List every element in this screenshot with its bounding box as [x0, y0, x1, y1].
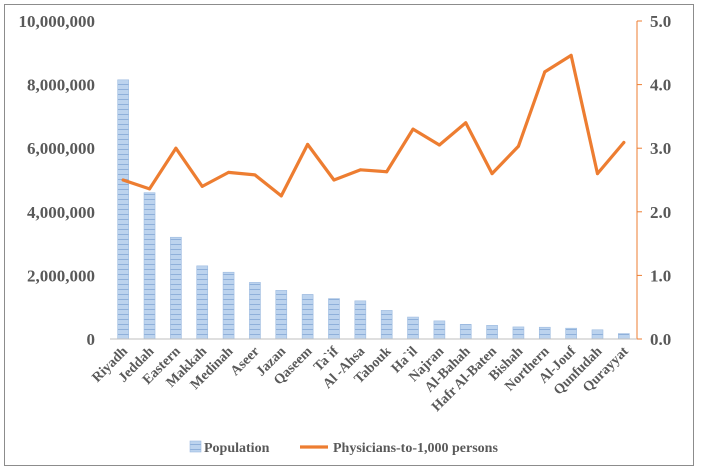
population-bar	[565, 327, 577, 340]
right-axis-tick-label: 2.0	[650, 203, 671, 222]
population-bar	[301, 294, 314, 340]
population-bar	[117, 79, 129, 340]
physicians-point	[622, 140, 626, 144]
physicians-point	[253, 173, 257, 177]
right-axis-tick-label: 5.0	[650, 12, 671, 31]
physicians-point	[595, 172, 599, 176]
left-axis-tick-label: 0	[87, 330, 96, 349]
left-axis-tick-label: 10,000,000	[19, 12, 96, 31]
physicians-point	[437, 143, 441, 147]
physicians-point	[411, 127, 415, 131]
physicians-point	[464, 121, 468, 125]
population-bar	[591, 329, 604, 340]
physicians-point	[306, 142, 310, 146]
population-bar	[433, 320, 446, 340]
left-axis-tick-label: 6,000,000	[27, 139, 95, 158]
plot-area	[117, 53, 630, 340]
left-axis-tick-label: 4,000,000	[27, 203, 95, 222]
population-bar	[275, 290, 288, 340]
physicians-point	[121, 178, 125, 182]
physicians-point	[174, 146, 178, 150]
right-axis-tick-label: 0.0	[650, 330, 671, 349]
population-bar	[459, 324, 472, 340]
physicians-line	[121, 53, 626, 198]
legend: Population Physicians-to-1,000 persons	[189, 440, 498, 456]
population-bar	[538, 326, 551, 340]
right-axis-tick-label: 1.0	[650, 266, 671, 285]
physicians-point	[385, 170, 389, 174]
left-axis: 0 2,000,000 4,000,000 6,000,000 8,000,000 10,…	[19, 12, 96, 349]
physicians-point	[200, 184, 204, 188]
physicians-point	[490, 172, 494, 176]
population-bar	[512, 326, 525, 340]
legend-population-label: Population	[204, 441, 270, 456]
right-axis: 0.0 1.0 2.0 3.0 4.0 5.0	[636, 12, 671, 349]
population-bar	[407, 316, 419, 340]
population-bar	[196, 265, 209, 340]
population-bar	[249, 282, 261, 340]
left-axis-tick-label: 8,000,000	[27, 76, 95, 95]
legend-population-swatch	[189, 440, 202, 453]
population-bar	[143, 192, 156, 340]
left-axis-tick-label: 2,000,000	[27, 266, 95, 285]
population-bar	[222, 271, 235, 340]
population-bar	[354, 300, 367, 340]
x-axis: RiyadhJeddahEasternMakkahMedinahAseerJaz…	[90, 338, 637, 415]
population-bar	[618, 333, 630, 340]
physicians-point	[148, 187, 152, 191]
population-bar	[486, 325, 498, 340]
physicians-point	[516, 144, 520, 148]
physicians-point	[279, 194, 283, 198]
physicians-point	[227, 170, 231, 174]
right-axis-tick-label: 4.0	[650, 76, 671, 95]
legend-physicians-label: Physicians-to-1,000 persons	[333, 441, 498, 456]
right-axis-tick-label: 3.0	[650, 139, 671, 158]
population-bar	[380, 310, 393, 340]
physicians-point	[358, 168, 362, 172]
population-bar	[170, 236, 182, 340]
physicians-point	[332, 178, 336, 182]
population-bar	[328, 298, 340, 340]
physicians-point	[569, 53, 573, 57]
physicians-point	[543, 70, 547, 74]
